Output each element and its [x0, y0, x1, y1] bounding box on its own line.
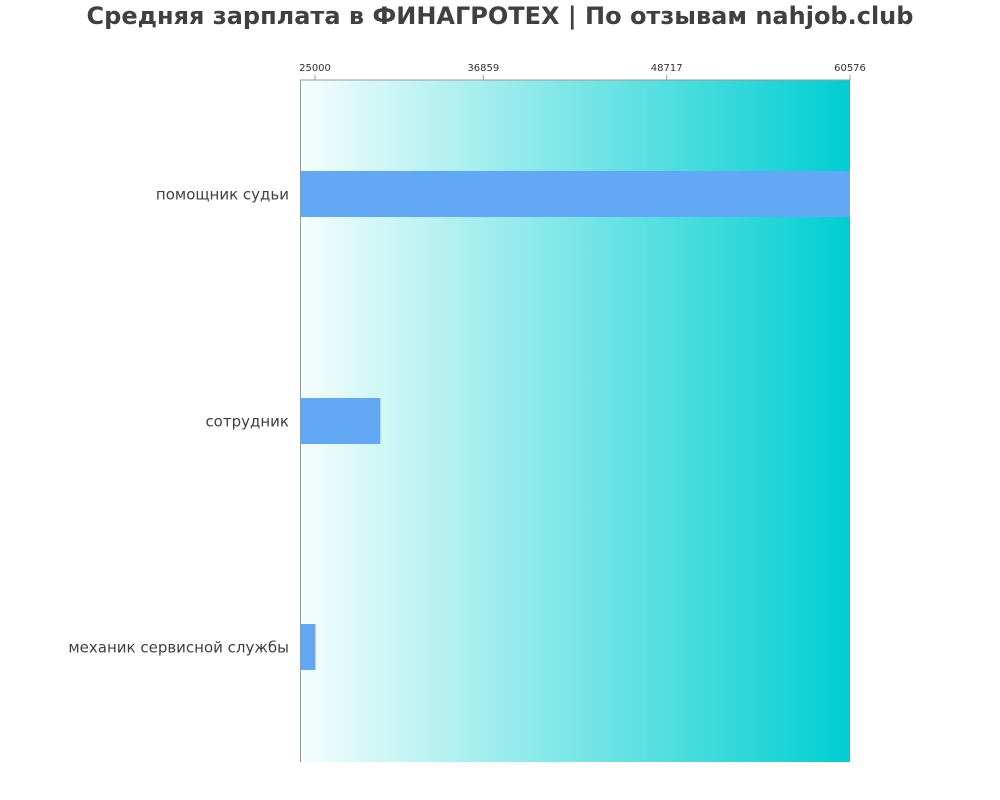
chart-title: Средняя зарплата в ФИНАГРОТЕХ | По отзыв…	[86, 2, 914, 30]
bar-1	[300, 171, 850, 217]
x-tick-label-4: 60576	[834, 63, 866, 74]
bar-2	[300, 398, 381, 444]
category-label-2: сотрудник	[205, 413, 289, 431]
x-tick-label-1: 25000	[299, 63, 331, 74]
bar-3	[300, 624, 316, 670]
category-label-1: помощник судьи	[156, 186, 289, 204]
category-label-3: механик сервисной службы	[68, 639, 289, 657]
x-tick-label-2: 36859	[467, 63, 499, 74]
x-tick-label-3: 48717	[651, 63, 683, 74]
